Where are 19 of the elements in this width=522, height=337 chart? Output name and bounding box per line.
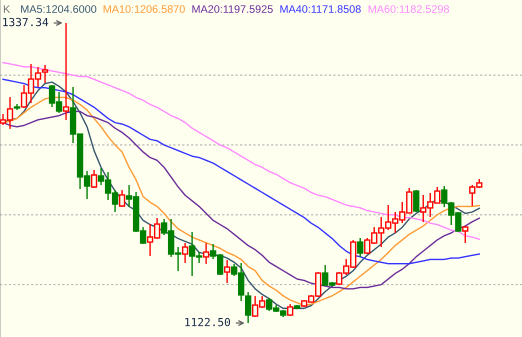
candlestick: [462, 225, 468, 244]
candlestick: [118, 189, 126, 208]
text: MA60:1182.5298: [368, 5, 449, 13]
candlestick: [413, 189, 420, 213]
legend-title: K: [4, 5, 10, 13]
annotation: 1337.34: [3, 18, 48, 26]
candlestick: [287, 303, 294, 317]
text: MA40:1171.8508: [280, 5, 361, 13]
candlestick: [202, 242, 210, 265]
candlestick: [357, 237, 364, 258]
annotation: 1122.50: [185, 318, 230, 326]
candlestick: [224, 259, 230, 284]
candlestick: [62, 22, 70, 121]
candlestick: [182, 242, 188, 264]
candlestick: [90, 169, 98, 189]
candlestick: [245, 291, 252, 324]
text: MA5:1204.6000: [21, 5, 96, 13]
text: MA10:1206.5870: [104, 5, 185, 13]
text: MA20:1197.5925: [192, 5, 273, 13]
